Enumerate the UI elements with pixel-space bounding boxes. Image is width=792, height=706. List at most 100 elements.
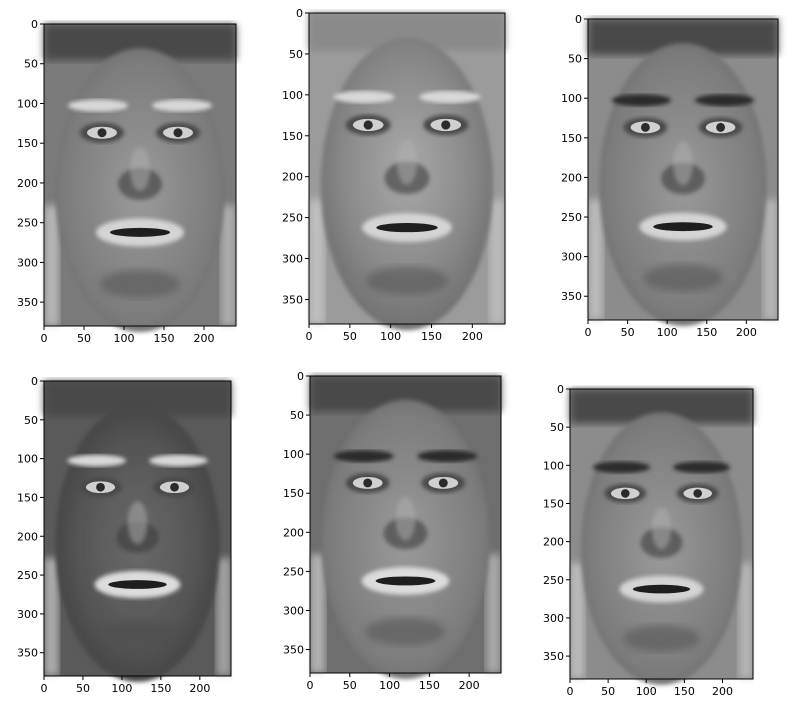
axes-frame	[569, 388, 754, 680]
y-tick-label: 250	[282, 212, 303, 225]
y-tick-label: 350	[282, 293, 303, 306]
face-image	[588, 19, 778, 327]
face-panel-3: 0 50 100 150 200 0 50 100 150 200 250 300 350	[561, 13, 779, 339]
axes-frame	[43, 380, 232, 677]
right-pupil	[170, 482, 179, 492]
left-edge	[44, 558, 59, 676]
y-tick-label: 100	[282, 89, 303, 102]
face-panel-1: 0 50 100 150 200 0 50 100 150 200 250 300 350	[17, 18, 237, 345]
x-tick-label: 50	[76, 682, 90, 695]
y-tick-label: 50	[24, 58, 38, 71]
y-tick-label: 250	[17, 569, 38, 582]
y-tick-label: 150	[17, 491, 38, 504]
nose-bridge	[127, 501, 148, 545]
y-tick-label: 250	[17, 217, 38, 230]
right-pupil	[441, 120, 451, 130]
chin-shadow	[366, 266, 448, 295]
left-brow	[611, 94, 672, 107]
x-tick-label: 200	[462, 330, 483, 343]
left-pupil	[363, 120, 373, 130]
mouth-opening	[376, 222, 438, 233]
y-tick-label: 0	[31, 18, 38, 31]
right-pupil	[716, 122, 726, 132]
y-tick-label: 300	[282, 253, 303, 266]
right-edge	[485, 554, 501, 673]
y-tick-label: 150	[282, 130, 303, 143]
left-pupil	[620, 489, 630, 498]
y-tick-label: 350	[17, 296, 38, 309]
y-tick-label: 50	[24, 414, 38, 427]
left-brow	[68, 99, 128, 112]
y-tick-label: 0	[575, 13, 582, 26]
y-tick-label: 200	[283, 526, 304, 539]
nose-bridge	[130, 146, 150, 191]
axes-frame	[587, 18, 779, 321]
x-tick-label: 50	[77, 332, 91, 345]
axes-frame	[308, 12, 506, 325]
mouth-opening	[108, 580, 167, 589]
face-panel-6: 0 50 100 150 200 0 50 100 150 200 250 300 350	[543, 383, 754, 698]
y-tick-label: 0	[557, 383, 564, 396]
x-tick-label: 100	[114, 332, 135, 345]
x-tick-label: 200	[736, 326, 757, 339]
x-tick-label: 200	[459, 679, 480, 692]
right-pupil	[438, 478, 448, 488]
y-tick-label: 0	[31, 375, 38, 388]
right-edge	[220, 205, 236, 326]
right-edge	[489, 199, 505, 324]
y-tick-label: 300	[283, 604, 304, 617]
face-image	[310, 376, 501, 679]
nose-bridge	[651, 507, 672, 550]
x-tick-label: 50	[343, 679, 357, 692]
y-tick-label: 350	[561, 290, 582, 303]
right-edge	[762, 199, 778, 320]
nose-bridge	[395, 496, 416, 541]
y-tick-label: 100	[283, 448, 304, 461]
y-tick-label: 100	[561, 92, 582, 105]
right-edge	[216, 558, 231, 676]
x-tick-label: 150	[421, 330, 442, 343]
x-tick-label: 100	[657, 326, 678, 339]
chin-shadow	[100, 269, 180, 298]
left-pupil	[640, 122, 650, 132]
y-tick-label: 100	[17, 97, 38, 110]
y-tick-label: 150	[283, 487, 304, 500]
face-panel-5: 0 50 100 150 200 0 50 100 150 200 250 300 350	[283, 370, 502, 692]
y-tick-label: 50	[290, 409, 304, 422]
face-image	[309, 13, 505, 331]
x-tick-label: 50	[621, 326, 635, 339]
left-edge	[44, 205, 60, 326]
y-tick-label: 200	[282, 171, 303, 184]
mouth-opening	[632, 584, 691, 594]
axes-frame	[43, 23, 237, 327]
y-tick-label: 250	[543, 574, 564, 587]
right-pupil	[173, 128, 183, 138]
x-tick-label: 50	[601, 685, 615, 698]
y-tick-label: 200	[17, 177, 38, 190]
y-tick-label: 350	[17, 647, 38, 660]
y-tick-label: 150	[561, 132, 582, 145]
x-tick-label: 150	[154, 332, 175, 345]
left-brow	[592, 461, 651, 474]
face-image	[44, 381, 231, 682]
x-tick-label: 150	[674, 685, 695, 698]
mouth-opening	[653, 222, 713, 232]
x-tick-label: 200	[189, 682, 210, 695]
left-edge	[588, 199, 604, 320]
right-brow	[152, 99, 212, 112]
mouth-opening	[375, 576, 436, 586]
x-tick-label: 100	[379, 679, 400, 692]
y-tick-label: 150	[17, 137, 38, 150]
face-panel-4: 0 50 100 150 200 0 50 100 150 200 250 300 350	[17, 375, 232, 695]
y-tick-label: 300	[543, 612, 564, 625]
x-tick-label: 150	[696, 326, 717, 339]
mouth-opening	[110, 227, 170, 237]
x-tick-label: 100	[111, 682, 132, 695]
right-brow	[694, 94, 755, 107]
x-tick-label: 0	[307, 679, 314, 692]
left-brow	[67, 454, 126, 467]
x-tick-label: 150	[150, 682, 171, 695]
nose-bridge	[396, 139, 418, 185]
